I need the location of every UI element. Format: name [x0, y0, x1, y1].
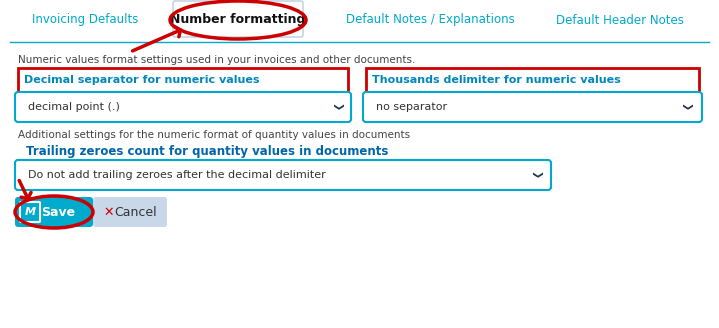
Text: ❯: ❯	[681, 103, 691, 111]
Text: Default Notes / Explanations: Default Notes / Explanations	[346, 13, 514, 27]
FancyBboxPatch shape	[15, 197, 93, 227]
FancyBboxPatch shape	[363, 92, 702, 122]
FancyBboxPatch shape	[15, 92, 351, 122]
Text: Thousands delimiter for numeric values: Thousands delimiter for numeric values	[372, 75, 620, 85]
FancyBboxPatch shape	[93, 197, 167, 227]
Text: Invoicing Defaults: Invoicing Defaults	[32, 13, 138, 27]
Text: ✕: ✕	[104, 206, 114, 218]
Text: M: M	[24, 207, 35, 217]
FancyBboxPatch shape	[18, 68, 348, 92]
Text: decimal point (.): decimal point (.)	[28, 102, 120, 112]
Text: Additional settings for the numeric format of quantity values in documents: Additional settings for the numeric form…	[18, 130, 410, 140]
Text: Cancel: Cancel	[115, 206, 157, 218]
Text: Save: Save	[41, 206, 75, 218]
FancyBboxPatch shape	[15, 160, 551, 190]
Text: ❯: ❯	[332, 103, 342, 111]
FancyBboxPatch shape	[366, 68, 699, 92]
Text: Trailing zeroes count for quantity values in documents: Trailing zeroes count for quantity value…	[26, 146, 388, 158]
Text: Default Header Notes: Default Header Notes	[556, 13, 684, 27]
FancyBboxPatch shape	[20, 202, 40, 222]
FancyBboxPatch shape	[173, 1, 303, 37]
Text: no separator: no separator	[376, 102, 447, 112]
Text: Do not add trailing zeroes after the decimal delimiter: Do not add trailing zeroes after the dec…	[28, 170, 326, 180]
Text: Decimal separator for numeric values: Decimal separator for numeric values	[24, 75, 260, 85]
Text: Number formatting: Number formatting	[170, 13, 306, 27]
Text: Numeric values format settings used in your invoices and other documents.: Numeric values format settings used in y…	[18, 55, 416, 65]
Text: ❯: ❯	[531, 171, 541, 179]
